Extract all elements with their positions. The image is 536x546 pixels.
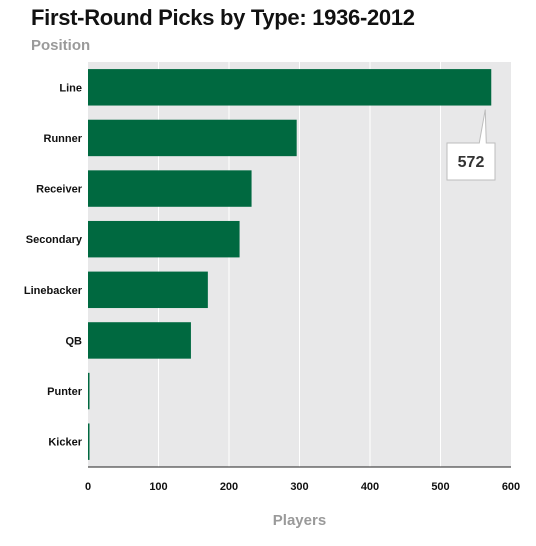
bar-receiver [88, 170, 252, 207]
y-axis-title: Position [31, 37, 91, 54]
x-tick-label: 200 [220, 481, 238, 493]
x-tick-labels: 0 100 200 300 400 500 600 [85, 481, 520, 493]
x-tick-label: 0 [85, 481, 91, 493]
category-label: Runner [44, 133, 83, 145]
x-tick-label: 500 [431, 481, 449, 493]
bar-line [88, 69, 492, 106]
x-tick-label: 100 [149, 481, 167, 493]
value-callout: 572 [446, 109, 496, 181]
bar-runner [88, 119, 297, 157]
x-tick-label: 600 [502, 481, 520, 493]
bars [88, 69, 492, 460]
category-label: QB [66, 335, 83, 347]
category-labels: Line Runner Receiver Secondary Linebacker QB P… [24, 82, 83, 448]
bar-linebacker [88, 271, 208, 309]
bar-punter [88, 372, 90, 410]
bar-secondary [88, 220, 240, 258]
x-tick-label: 400 [361, 481, 379, 493]
category-label: Kicker [48, 437, 82, 449]
category-label: Linebacker [24, 285, 83, 297]
category-label: Punter [47, 386, 83, 398]
category-label: Secondary [26, 234, 83, 246]
callout-value: 572 [458, 154, 485, 171]
category-label: Receiver [36, 184, 83, 196]
bar-qb [88, 322, 191, 359]
callout-box [446, 109, 496, 181]
bar-kicker [88, 423, 90, 460]
chart-title: First-Round Picks by Type: 1936-2012 [31, 5, 415, 30]
x-axis-title: Players [273, 512, 326, 529]
category-label: Line [59, 82, 82, 94]
x-tick-label: 300 [290, 481, 308, 493]
